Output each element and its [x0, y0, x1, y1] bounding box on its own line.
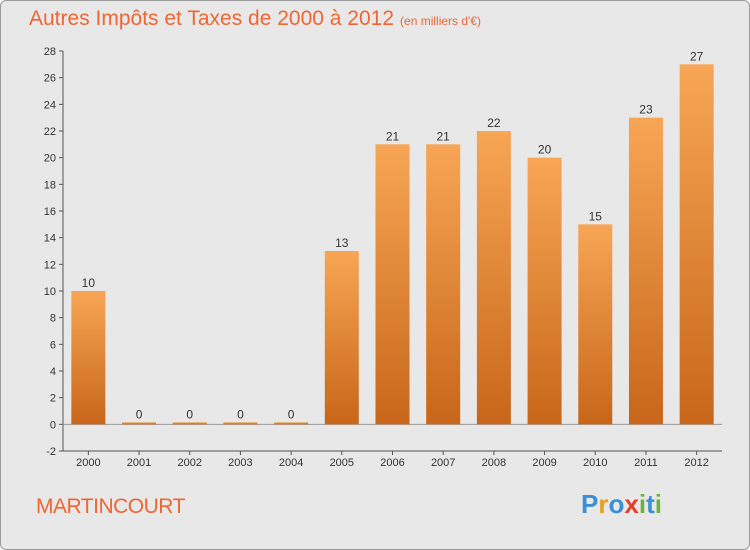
y-tick-label: 10	[44, 286, 56, 298]
data-label: 22	[487, 116, 501, 130]
x-tick-label: 2005	[330, 457, 354, 469]
logo-letter: i	[638, 489, 647, 519]
data-label: 15	[589, 209, 603, 223]
data-label: 21	[386, 129, 400, 143]
data-label: 13	[335, 236, 349, 250]
y-tick-label: -2	[46, 446, 56, 458]
data-labels: 10 0 0 0 0 13 21 21 22 20 15 23 27	[82, 49, 704, 421]
bars	[71, 64, 714, 425]
x-tick-label: 2011	[634, 457, 658, 469]
x-tick-label: 2006	[380, 457, 404, 469]
x-tick-label: 2000	[76, 457, 100, 469]
bar	[527, 157, 562, 425]
bar	[679, 64, 714, 425]
y-tick-label: 2	[50, 393, 56, 405]
chart-title: Autres Impôts et Taxes de 2000 à 2012	[29, 7, 395, 30]
bar	[274, 422, 309, 425]
x-tick-label: 2009	[532, 457, 556, 469]
y-tick-label: 12	[44, 259, 56, 271]
commune-name: MARTINCOURT	[36, 495, 185, 518]
data-label: 0	[136, 407, 143, 421]
y-tick-label: 28	[44, 46, 56, 58]
y-tick-label: 0	[50, 419, 56, 431]
data-label: 21	[437, 129, 451, 143]
bar	[223, 422, 258, 425]
proxiti-logo: Proxiti	[581, 489, 662, 520]
data-label: 0	[186, 407, 193, 421]
logo-letter: o	[608, 489, 625, 519]
logo-letter: r	[598, 489, 609, 519]
data-label: 20	[538, 143, 552, 157]
y-tick-label: 4	[50, 366, 56, 378]
y-tick-label: 24	[44, 99, 56, 111]
x-tick-label: 2003	[228, 457, 252, 469]
bar	[426, 144, 461, 425]
x-tick-label: 2007	[431, 457, 455, 469]
x-tick-label: 2010	[583, 457, 607, 469]
logo-letter: i	[654, 489, 662, 519]
data-label: 0	[288, 407, 295, 421]
y-tick-label: 26	[44, 73, 56, 85]
data-label: 27	[690, 49, 704, 63]
bar	[628, 117, 663, 425]
bar	[476, 131, 511, 425]
bar	[578, 224, 613, 425]
x-tick-label: 2008	[482, 457, 506, 469]
title-block: Autres Impôts et Taxes de 2000 à 2012 (en…	[29, 7, 481, 31]
y-tick-label: 18	[44, 179, 56, 191]
data-label: 23	[639, 103, 653, 117]
y-tick-label: 16	[44, 206, 56, 218]
data-label: 10	[82, 276, 96, 290]
y-tick-label: 8	[50, 313, 56, 325]
data-label: 0	[237, 407, 244, 421]
y-tick-label: 20	[44, 153, 56, 165]
logo-letter: P	[581, 489, 599, 519]
x-tick-label: 2002	[177, 457, 201, 469]
logo-letter: x	[624, 489, 639, 519]
bar	[324, 251, 359, 425]
logo-letter: t	[646, 489, 655, 519]
x-tick-label: 2001	[127, 457, 151, 469]
bar	[71, 291, 106, 425]
chart-subtitle: (en milliers d'€)	[400, 14, 482, 28]
y-tick-label: 6	[50, 339, 56, 351]
bar	[122, 422, 157, 425]
y-tick-label: 22	[44, 126, 56, 138]
bar	[375, 144, 410, 425]
bar	[172, 422, 207, 425]
x-tick-label: 2012	[684, 457, 708, 469]
y-tick-label: 14	[44, 233, 56, 245]
x-tick-label: 2004	[279, 457, 303, 469]
